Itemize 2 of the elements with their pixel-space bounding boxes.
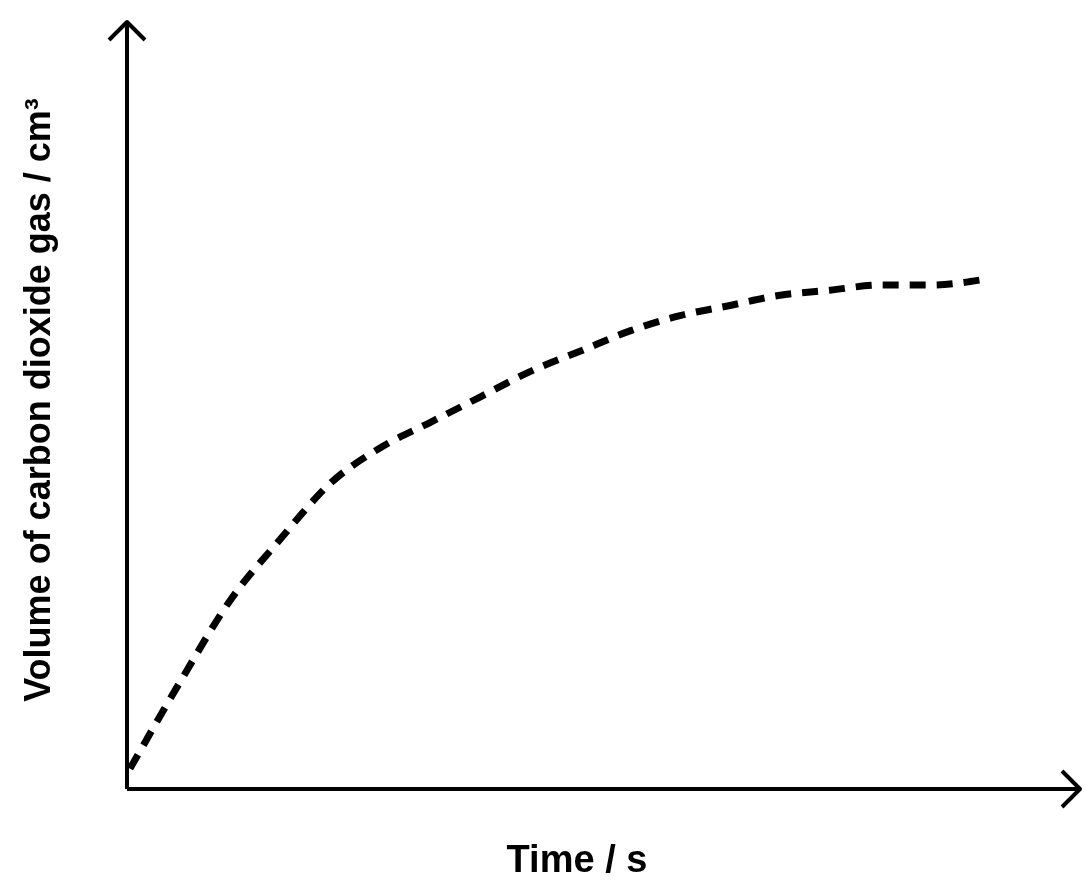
y-axis-title: Volume of carbon dioxide gas / cm³ <box>17 98 58 702</box>
x-axis-title: Time / s <box>506 838 648 880</box>
